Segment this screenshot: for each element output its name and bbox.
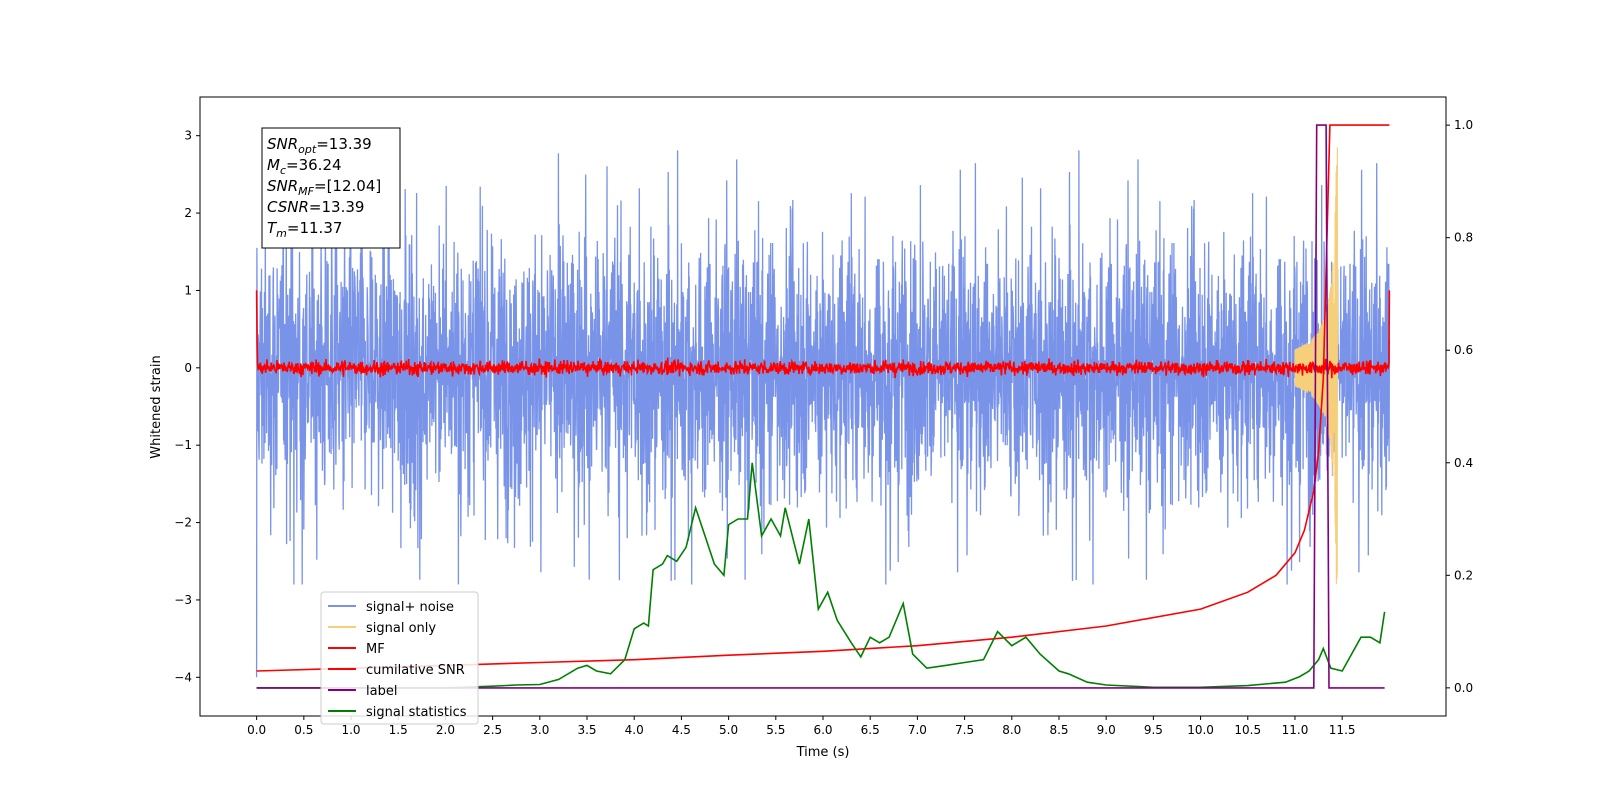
x-tick-label: 1.0 [341, 723, 360, 737]
series-layer [255, 124, 1391, 689]
x-tick-label: 4.5 [672, 723, 691, 737]
annotation-line: SNRopt=13.39 [267, 135, 372, 156]
y2-tick-label: 0.0 [1454, 681, 1473, 695]
x-tick-label: 7.0 [908, 723, 927, 737]
x-tick-label: 5.5 [766, 723, 785, 737]
x-tick-label: 2.0 [436, 723, 455, 737]
x-tick-label: 9.5 [1144, 723, 1163, 737]
x-tick-label: 2.5 [483, 723, 502, 737]
series-signal-statistics-line [256, 462, 1386, 689]
x-tick-label: 5.0 [719, 723, 738, 737]
x-axis-label: Time (s) [796, 745, 850, 760]
x-tick-label: 6.5 [861, 723, 880, 737]
y2-tick-label: 0.8 [1454, 231, 1473, 245]
legend-items: signal+ noise signal only MF cumilative SNR… [328, 600, 467, 720]
legend-label: label [366, 684, 397, 699]
legend: signal+ noise signal only MF cumilative SNR… [320, 591, 479, 725]
annotation-lines: SNRopt=13.39Mc=36.24SNRMF=[12.04]CSNR=13… [267, 135, 381, 240]
y2-tick-label: 0.2 [1454, 568, 1473, 582]
y-tick-label: −1 [174, 438, 192, 452]
legend-label: signal only [366, 621, 436, 636]
legend-label: cumilative SNR [366, 663, 465, 678]
x-tick-label: 8.0 [1002, 723, 1021, 737]
y-tick-label: −2 [174, 516, 192, 530]
x-tick-label: 10.0 [1187, 723, 1214, 737]
series-signal-noise-line [255, 150, 1391, 678]
annotation-line: CSNR=13.39 [267, 198, 364, 216]
y-tick-label: 3 [184, 129, 192, 143]
y2-tick-label: 1.0 [1454, 118, 1473, 132]
x-tick-label: 10.5 [1234, 723, 1261, 737]
legend-label: MF [366, 642, 385, 657]
y-tick-label: 2 [184, 206, 192, 220]
legend-frame [320, 591, 479, 725]
legend-label: signal+ noise [366, 600, 454, 615]
ticks-layer: 0.0 0.5 1.0 1.5 2.0 2.5 3.0 3.5 4.0 4.5 5.0 5.5 6.0 6… [174, 118, 1473, 737]
series-label-line [256, 124, 1385, 689]
series-cumulative-snr-line [256, 124, 1390, 672]
y-tick-label: −4 [174, 670, 192, 684]
annotation-box: SNRopt=13.39Mc=36.24SNRMF=[12.04]CSNR=13… [261, 127, 401, 249]
y-axis-label: Whitened strain [149, 355, 164, 458]
annotation-frame [261, 127, 401, 249]
x-tick-label: 0.0 [247, 723, 266, 737]
x-tick-label: 11.5 [1329, 723, 1356, 737]
x-tick-label: 9.0 [1097, 723, 1116, 737]
x-tick-label: 6.0 [813, 723, 832, 737]
x-tick-label: 3.0 [530, 723, 549, 737]
x-tick-label: 11.0 [1282, 723, 1309, 737]
annotation-line: Mc=36.24 [267, 156, 342, 177]
y-tick-label: −3 [174, 593, 192, 607]
annotation-line: Tm=11.37 [267, 219, 342, 240]
x-tick-label: 7.5 [955, 723, 974, 737]
x-tick-label: 8.5 [1049, 723, 1068, 737]
x-tick-label: 3.5 [577, 723, 596, 737]
y-tick-label: 1 [184, 283, 192, 297]
y2-tick-label: 0.4 [1454, 456, 1473, 470]
x-tick-label: 0.5 [294, 723, 313, 737]
y2-tick-label: 0.6 [1454, 343, 1473, 357]
x-tick-label: 4.0 [625, 723, 644, 737]
y-tick-label: 0 [184, 361, 192, 375]
series-mf-line [255, 290, 1391, 379]
annotation-line: SNRMF=[12.04] [267, 177, 381, 198]
legend-label: signal statistics [366, 705, 467, 720]
x-tick-label: 1.5 [389, 723, 408, 737]
